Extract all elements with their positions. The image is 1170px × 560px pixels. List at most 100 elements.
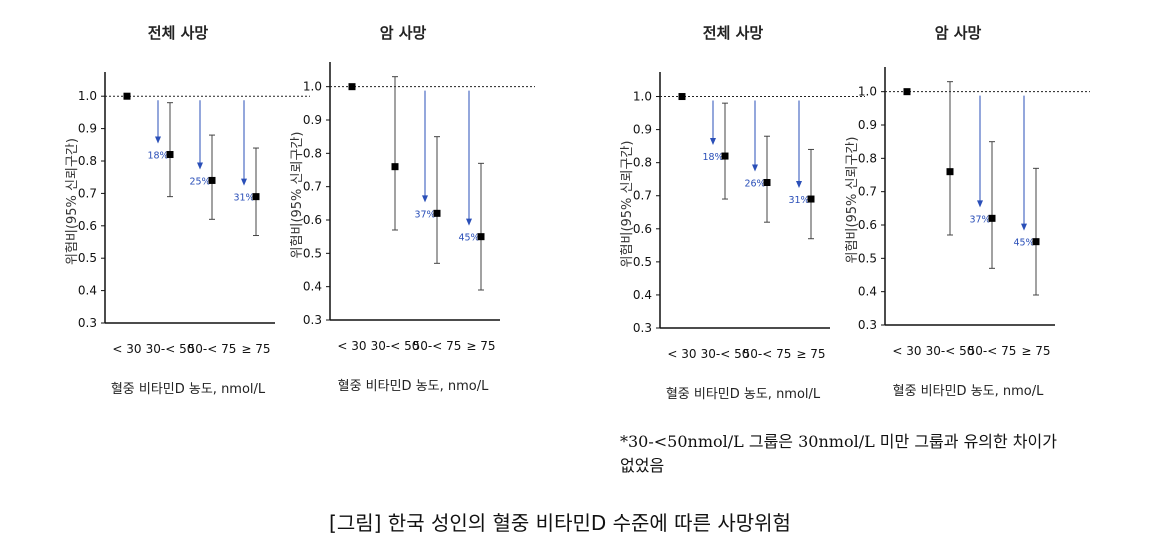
estimate-marker bbox=[946, 168, 954, 176]
y-tick-label: 0.4 bbox=[303, 280, 322, 294]
x-category-label: 50-< 75 bbox=[413, 339, 462, 353]
chart-title: 전체 사망 bbox=[703, 24, 764, 42]
y-tick-label: 0.6 bbox=[303, 213, 322, 227]
x-category-label: 50-< 75 bbox=[743, 347, 792, 361]
estimate-marker bbox=[1032, 238, 1040, 246]
estimate-marker bbox=[252, 193, 260, 201]
estimate-marker bbox=[166, 151, 174, 159]
reduction-arrowhead bbox=[796, 181, 802, 189]
x-category-label: 50-< 75 bbox=[188, 342, 237, 356]
y-axis-label: 위험비(95% 신뢰구간) bbox=[620, 141, 635, 268]
y-tick-label: 0.4 bbox=[633, 288, 652, 302]
estimate-marker bbox=[763, 179, 771, 187]
reduction-label: 31% bbox=[788, 195, 809, 206]
x-axis-label: 혈중 비타민D 농도, nmol/L bbox=[111, 382, 266, 397]
reduction-arrowhead bbox=[1021, 223, 1027, 231]
y-tick-label: 0.8 bbox=[78, 154, 97, 168]
y-tick-label: 0.5 bbox=[303, 246, 322, 260]
estimate-marker bbox=[477, 233, 485, 241]
footnote: *30-<50nmol/L 그룹은 30nmol/L 미만 그룹과 유의한 차이… bbox=[620, 432, 1057, 475]
chart-title: 전체 사망 bbox=[148, 24, 209, 42]
reduction-label: 18% bbox=[147, 151, 168, 162]
y-tick-label: 0.6 bbox=[858, 218, 877, 232]
reduction-label: 18% bbox=[702, 152, 723, 163]
x-category-label: ≥ 75 bbox=[1021, 344, 1050, 358]
reduction-label: 37% bbox=[414, 209, 435, 220]
x-category-label: 30-< 50 bbox=[146, 342, 195, 356]
y-tick-label: 0.8 bbox=[303, 146, 322, 160]
y-tick-label: 0.7 bbox=[858, 185, 877, 199]
estimate-marker bbox=[721, 152, 729, 160]
x-category-label: 30-< 50 bbox=[926, 344, 975, 358]
y-tick-label: 0.3 bbox=[858, 318, 877, 332]
y-tick-label: 0.9 bbox=[303, 113, 322, 127]
x-category-label: ≥ 75 bbox=[796, 347, 825, 361]
x-category-label: 30-< 50 bbox=[371, 339, 420, 353]
y-tick-label: 1.0 bbox=[858, 85, 877, 99]
y-tick-label: 0.5 bbox=[78, 251, 97, 265]
y-tick-label: 0.3 bbox=[303, 313, 322, 327]
estimate-marker bbox=[903, 88, 911, 96]
reduction-arrowhead bbox=[155, 136, 161, 144]
y-tick-label: 1.0 bbox=[633, 90, 652, 104]
x-category-label: < 30 bbox=[112, 342, 141, 356]
chart-title: 암 사망 bbox=[380, 24, 427, 42]
chart-title: 암 사망 bbox=[935, 24, 982, 42]
y-tick-label: 0.6 bbox=[633, 222, 652, 236]
y-tick-label: 0.7 bbox=[303, 180, 322, 194]
reduction-label: 31% bbox=[233, 193, 254, 204]
y-axis-label: 위험비(95% 신뢰구간) bbox=[290, 132, 305, 259]
y-axis-label: 위험비(95% 신뢰구간) bbox=[845, 137, 860, 264]
chart-panel-1: 전체 사망 위험비(95% 신뢰구간) 0.3 0.4 0.5 0.6 0.7 0.8 0.9 1… bbox=[60, 10, 310, 410]
y-tick-label: 0.7 bbox=[633, 189, 652, 203]
reduction-label: 26% bbox=[744, 179, 765, 190]
reduction-label: 45% bbox=[1013, 238, 1034, 249]
x-category-label: < 30 bbox=[667, 347, 696, 361]
reduction-label: 45% bbox=[458, 233, 479, 244]
x-category-label: ≥ 75 bbox=[466, 339, 495, 353]
y-tick-label: 0.5 bbox=[858, 251, 877, 265]
x-axis-label: 혈중 비타민D 농도, nmo/L bbox=[338, 379, 489, 394]
estimate-marker bbox=[678, 93, 686, 101]
y-tick-label: 0.4 bbox=[858, 285, 877, 299]
estimate-marker bbox=[988, 214, 996, 222]
x-axis-label: 혈중 비타민D 농도, nmo/L bbox=[893, 384, 1044, 399]
estimate-marker bbox=[807, 195, 815, 203]
estimate-marker bbox=[391, 163, 399, 171]
reduction-arrowhead bbox=[977, 200, 983, 208]
reduction-arrowhead bbox=[197, 162, 203, 170]
y-tick-label: 1.0 bbox=[78, 89, 97, 103]
y-tick-label: 1.0 bbox=[303, 80, 322, 94]
y-tick-label: 0.7 bbox=[78, 186, 97, 200]
y-tick-label: 0.9 bbox=[858, 118, 877, 132]
reduction-arrowhead bbox=[422, 195, 428, 203]
reduction-arrowhead bbox=[710, 138, 716, 146]
x-category-label: < 30 bbox=[892, 344, 921, 358]
y-tick-label: 0.3 bbox=[633, 321, 652, 335]
x-category-label: 30-< 50 bbox=[701, 347, 750, 361]
x-category-label: 50-< 75 bbox=[968, 344, 1017, 358]
y-tick-label: 0.6 bbox=[78, 219, 97, 233]
estimate-marker bbox=[208, 176, 216, 184]
y-tick-label: 0.9 bbox=[633, 123, 652, 137]
x-category-label: < 30 bbox=[337, 339, 366, 353]
y-tick-label: 0.8 bbox=[633, 156, 652, 170]
estimate-marker bbox=[348, 83, 356, 91]
reduction-label: 25% bbox=[189, 176, 210, 187]
y-tick-label: 0.4 bbox=[78, 284, 97, 298]
y-tick-label: 0.5 bbox=[633, 255, 652, 269]
reduction-arrowhead bbox=[466, 218, 472, 226]
x-axis-label: 혈중 비타민D 농도, nmol/L bbox=[666, 387, 821, 402]
estimate-marker bbox=[433, 209, 441, 217]
figure-caption: [그림] 한국 성인의 혈중 비타민D 수준에 따른 사망위험 bbox=[329, 511, 791, 535]
x-category-label: ≥ 75 bbox=[241, 342, 270, 356]
reduction-arrowhead bbox=[752, 164, 758, 172]
y-axis-label: 위험비(95% 신뢰구간) bbox=[65, 138, 80, 265]
y-tick-label: 0.8 bbox=[858, 151, 877, 165]
